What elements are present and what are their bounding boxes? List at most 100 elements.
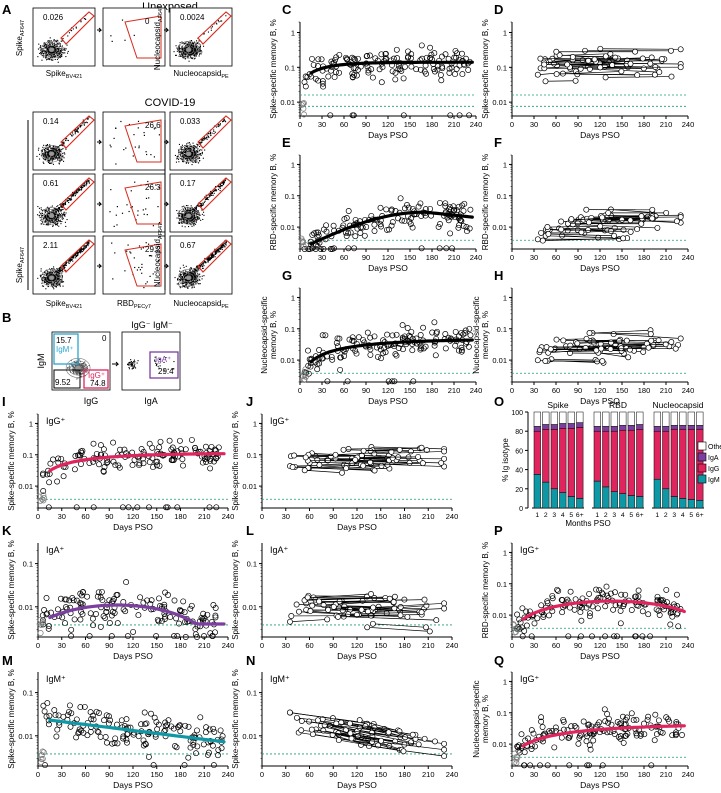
event-dot	[184, 286, 186, 288]
event-dot	[46, 216, 48, 218]
event-dot	[178, 214, 180, 216]
antigen-gate	[60, 11, 95, 45]
event-dot	[143, 132, 145, 134]
event-dot	[157, 259, 159, 261]
event-dot	[187, 211, 189, 213]
data-point	[369, 74, 376, 81]
event-dot	[73, 254, 75, 256]
data-point	[602, 53, 609, 60]
event-dot	[159, 365, 161, 367]
event-dot	[87, 371, 89, 373]
event-dot	[45, 45, 47, 47]
event-dot	[185, 45, 187, 47]
event-dot	[199, 157, 201, 159]
event-dot	[54, 208, 56, 210]
event-dot	[58, 281, 60, 283]
event-dot	[149, 186, 151, 188]
event-dot	[76, 378, 78, 380]
event-dot	[185, 279, 187, 281]
event-dot	[48, 58, 50, 60]
event-dot	[58, 156, 60, 158]
data-point	[401, 218, 408, 225]
event-dot	[193, 45, 195, 47]
event-dot	[223, 120, 225, 122]
event-dot	[55, 285, 57, 287]
event-dot	[193, 218, 195, 220]
event-dot	[49, 159, 51, 161]
event-dot	[37, 214, 39, 216]
event-dot	[197, 50, 199, 52]
event-dot	[45, 224, 47, 226]
event-dot	[60, 267, 62, 269]
event-dot	[57, 155, 59, 157]
density-contour	[48, 213, 55, 219]
x-tick-label: 0	[298, 253, 302, 262]
event-dot	[190, 148, 192, 150]
data-point	[461, 200, 468, 207]
event-dot	[58, 163, 60, 165]
event-dot	[54, 44, 56, 46]
event-dot	[86, 181, 88, 183]
event-dot	[180, 55, 182, 57]
event-dot	[62, 205, 64, 207]
event-dot	[189, 268, 191, 270]
event-dot	[58, 55, 60, 57]
event-dot	[57, 147, 59, 149]
event-dot	[199, 44, 201, 46]
event-dot	[50, 40, 52, 42]
event-dot	[192, 217, 194, 219]
event-dot	[76, 255, 78, 257]
event-dot	[73, 192, 75, 194]
event-dot	[45, 219, 47, 221]
x-tick-label: 90	[362, 120, 370, 129]
event-dot	[52, 225, 54, 227]
gate-value: 29.2	[145, 245, 161, 254]
event-dot	[189, 46, 191, 48]
event-dot	[189, 143, 191, 145]
event-dot	[155, 365, 157, 367]
event-dot	[55, 274, 57, 276]
event-dot	[194, 275, 196, 277]
event-dot	[61, 158, 63, 160]
event-dot	[56, 268, 58, 270]
event-dot	[196, 151, 198, 153]
event-dot	[57, 209, 59, 211]
event-dot	[194, 150, 196, 152]
event-dot	[43, 50, 45, 52]
event-dot	[83, 245, 85, 247]
event-dot	[184, 216, 186, 218]
event-dot	[56, 278, 58, 280]
event-dot	[49, 57, 51, 59]
event-dot	[211, 255, 213, 257]
event-dot	[215, 252, 217, 254]
event-dot	[130, 359, 132, 361]
event-dot	[181, 54, 183, 56]
event-dot	[51, 210, 53, 212]
event-dot	[191, 273, 193, 275]
event-dot	[192, 161, 194, 163]
event-dot	[64, 266, 66, 268]
event-dot	[211, 194, 213, 196]
flow-plot-spike-row0: 0.026	[32, 7, 96, 67]
event-dot	[199, 283, 201, 285]
event-dot	[179, 277, 181, 279]
event-dot	[59, 220, 61, 222]
event-dot	[47, 270, 49, 272]
event-dot	[62, 204, 64, 206]
event-dot	[225, 15, 227, 17]
data-point	[342, 54, 349, 61]
event-dot	[185, 272, 187, 274]
event-dot	[186, 271, 188, 273]
event-dot	[77, 377, 79, 379]
event-dot	[49, 44, 51, 46]
event-dot	[55, 270, 57, 272]
event-dot	[83, 248, 85, 250]
event-dot	[140, 248, 142, 250]
event-dot	[59, 285, 61, 287]
data-point	[364, 52, 370, 59]
event-dot	[63, 157, 65, 159]
event-dot	[47, 58, 49, 60]
data-point	[400, 75, 407, 82]
event-dot	[201, 209, 203, 211]
